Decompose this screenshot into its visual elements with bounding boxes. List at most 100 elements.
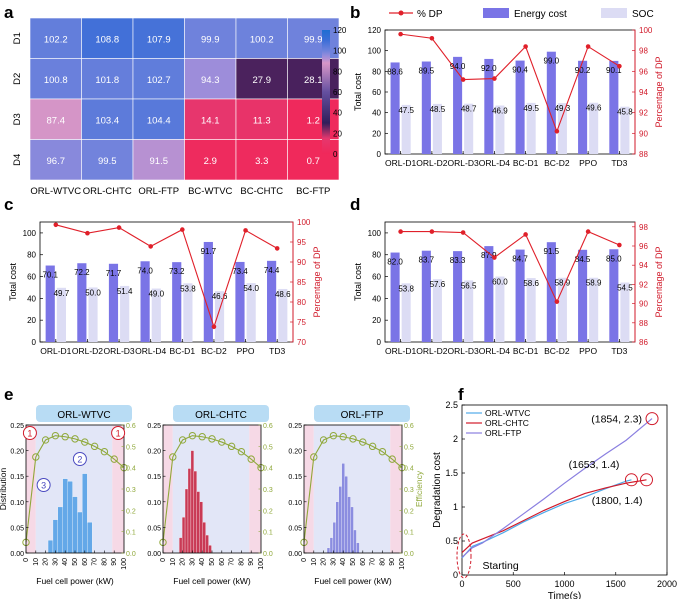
soc-label: 53.8 [180,284,196,293]
dp-marker [460,77,466,82]
soc-label: 56.5 [461,281,477,290]
heatmap-cell-label: 99.5 [98,156,117,167]
histogram-bar [190,450,195,554]
x-tick-label: 60 [219,558,226,566]
heatmap-cell [235,139,288,181]
efficiency-marker [90,442,99,451]
y2-tick-label: 95 [297,238,306,247]
heatmap-cell-label: 104.4 [147,115,171,126]
energy-cost-bar [140,261,150,342]
subplot-title: ORL-WTVC [57,410,110,421]
y2-tick-label: 88 [639,319,648,328]
heatmap-cell [287,139,340,181]
soc-bar [526,278,536,342]
efficiency-marker [208,435,216,443]
soc-label: 49.3 [555,104,571,113]
y2-tick-label: 80 [297,298,306,307]
annotation-circle [36,478,51,492]
x-tick-label: 80 [379,558,386,566]
energy-cost-label: 84.7 [512,255,528,264]
legend-dp-label: % DP [417,9,443,20]
y-tick-label: 0.00 [147,551,161,558]
panel-label-f: f [458,385,464,404]
y2-tick-label: 0.2 [404,508,414,515]
histogram-orl-chtc: ORL-CHTC 0 10 20 30 40 50 60 70 80 90 100 Fuel cell … [147,405,273,586]
energy-cost-bar [390,62,400,154]
soc-bar [526,102,536,154]
dp-line [400,33,620,133]
histogram-bar [82,473,88,554]
x-tick-label: BC-D2 [544,346,570,356]
heatmap-row-label: D4 [12,154,23,166]
soc-label: 49.7 [54,289,70,298]
colorbar [322,30,330,154]
panel-label-a: a [4,3,14,22]
energy-cost-bar [546,242,556,342]
histogram-bar [326,547,331,554]
legend-dp-marker [398,10,404,16]
efficiency-marker [247,455,255,463]
efficiency-marker [329,431,338,440]
y2-axis-label: Percentage of DP [654,56,664,127]
x-tick-label: BC-D1 [513,346,539,356]
y-tick-label: 0 [377,150,382,159]
x-tick-label: 1500 [606,579,626,589]
energy-cost-bar [421,61,431,155]
histogram-bar [57,506,63,554]
efficiency-marker [81,438,89,446]
energy-cost-label: 73.4 [232,267,248,276]
y2-tick-label: 0.4 [404,466,414,473]
soc-label: 51.4 [117,287,133,296]
histogram-bar [179,537,183,554]
energy-cost-bar [421,250,431,342]
x-tick-label: ORL-D1 [385,158,416,168]
y-tick-label: 40 [372,294,381,303]
heatmap-cell-label: 2.9 [204,156,217,167]
y-tick-label: 0.25 [10,423,24,430]
energy-cost-bar [453,251,463,342]
annotation-circle [111,426,126,440]
efficiency-curve [303,435,403,543]
y2-tick-label: 0.1 [404,530,414,537]
x-tick-label: 50 [350,558,357,566]
x-tick-label: 10 [170,558,177,566]
heatmap-cell [235,98,288,140]
heatmap-column-label: ORL-WTVC [30,186,81,197]
dp-marker [460,230,466,235]
soc-label: 46.6 [212,292,228,301]
dp-marker [492,255,497,260]
heatmap-cell-label: 14.1 [201,115,220,126]
energy-cost-label: 74.4 [264,266,280,275]
soc-bar [56,287,66,342]
subplot-title: ORL-FTP [341,410,384,421]
energy-cost-bar [484,58,494,154]
soc-bar [432,103,442,154]
x-tick-label: BC-D2 [201,346,227,356]
heatmap-cell [81,17,134,59]
soc-bar [495,276,505,342]
x-tick-label: PPO [579,158,597,168]
x-tick-label: PPO [237,346,255,356]
energy-cost-label: 90.1 [606,66,622,75]
colorbar-tick-label: 60 [333,88,342,97]
efficiency-marker [339,433,347,441]
heatmap-cell-label: 102.2 [44,34,68,45]
heatmap-cell [287,58,340,100]
y2-tick-label: 0.2 [126,508,136,515]
y-tick-label: 0.10 [147,500,161,507]
efficiency-marker [378,447,387,456]
y2-tick-label: 0.3 [126,487,136,494]
y2-tick-label: 70 [297,338,306,347]
soc-label: 54.5 [617,284,633,293]
histogram-bar [187,468,192,554]
y2-tick-label: 92 [639,109,648,118]
heatmap-cell [235,17,288,59]
heatmap-cell-label: 99.9 [304,34,323,45]
histogram-bar [208,545,212,554]
energy-cost-label: 89.5 [419,67,435,76]
subplot-title-box [36,405,132,422]
efficiency-marker [227,442,236,451]
dp-line [55,224,278,329]
efficiency-marker [169,453,177,461]
energy-cost-bar [77,263,87,342]
